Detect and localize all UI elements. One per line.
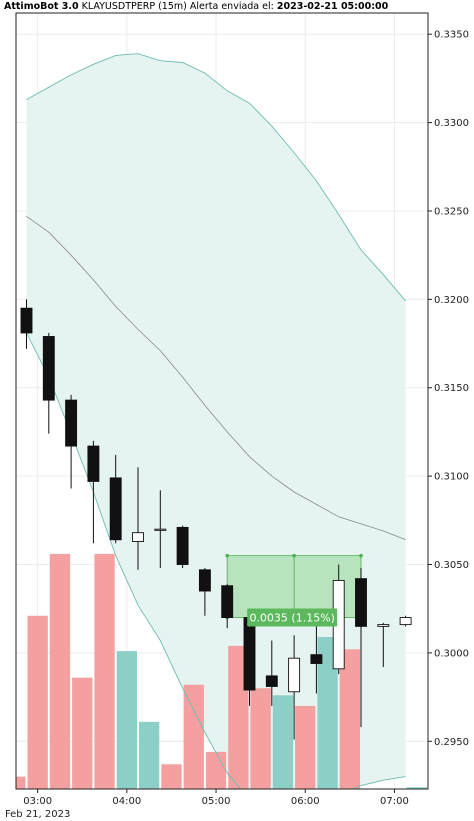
candle-body	[132, 532, 144, 542]
candle-body	[243, 617, 256, 691]
alert-label: Alerta enviada el:	[189, 1, 274, 12]
band-fill	[26, 53, 406, 789]
app-name: AttimoBot 3.0	[4, 1, 79, 12]
volume-bar	[72, 677, 93, 789]
y-tick-label: 0.3150	[434, 383, 469, 394]
volume-bar	[317, 636, 338, 789]
volume-bar	[94, 553, 115, 789]
alert-time: 2023-02-21 05:00:00	[276, 1, 389, 12]
candle-body	[65, 399, 78, 447]
chart-title: AttimoBot 3.0 KLAYUSDTPERP (15m) Alerta …	[4, 1, 388, 12]
candle-body	[221, 585, 234, 618]
candle-body	[154, 528, 167, 531]
x-tick-label: 06:00	[291, 796, 320, 807]
plot-area: 0.0035 (1.15%)	[16, 13, 428, 789]
x-tick-sublabel: Feb 21, 2023	[5, 809, 70, 820]
x-tick-label: 04:00	[112, 796, 141, 807]
volume-bar	[139, 721, 160, 789]
symbol-label: KLAYUSDTPERP (15m)	[81, 1, 187, 12]
gain-label-bg	[247, 608, 338, 627]
volume-bar	[339, 649, 360, 789]
y-tick-label: 0.3350	[434, 30, 469, 41]
plot-frame	[15, 12, 429, 790]
volume-bar	[272, 695, 294, 789]
candle-body	[87, 445, 100, 482]
candle-body	[109, 477, 122, 541]
band-lower-line	[26, 332, 406, 789]
y-tick-label: 0.3050	[434, 560, 469, 571]
volume-bar	[49, 553, 71, 789]
x-tick-label: 05:00	[202, 796, 231, 807]
candle-body	[176, 526, 189, 565]
band-middle-line	[26, 215, 406, 541]
candle-body	[310, 654, 323, 664]
x-tick-label: 03:00	[23, 796, 52, 807]
volume-bar	[205, 751, 227, 789]
volume-bar	[183, 684, 204, 789]
x-tick-label: 07:00	[380, 796, 409, 807]
volume-bar	[250, 688, 271, 789]
candle-body	[377, 624, 390, 627]
volume-bar	[116, 651, 137, 789]
y-tick-label: 0.2950	[434, 737, 469, 748]
candle-body	[265, 675, 278, 687]
candle-body	[20, 307, 33, 334]
gain-label: 0.0035 (1.15%)	[249, 612, 335, 625]
candle-body	[355, 578, 367, 627]
volume-bar	[406, 787, 427, 789]
volume-bar	[27, 615, 48, 789]
y-tick-label: 0.3200	[434, 295, 469, 306]
y-tick-label: 0.3100	[434, 472, 469, 483]
volume-bar	[295, 705, 316, 789]
volume-bar	[16, 776, 26, 789]
band-upper-line	[26, 53, 406, 302]
y-tick-label: 0.3250	[434, 206, 469, 217]
volume-bar	[228, 645, 249, 789]
y-tick-label: 0.3300	[434, 118, 469, 129]
candle-body	[399, 617, 412, 626]
y-tick-label: 0.3000	[434, 648, 469, 659]
candle-body	[42, 336, 55, 401]
gain-box-marker	[359, 553, 363, 558]
gain-box-marker	[225, 553, 229, 558]
candle-body	[198, 569, 211, 592]
volume-bar	[161, 764, 182, 789]
gain-box-marker	[292, 553, 296, 558]
candle-body	[288, 657, 301, 693]
